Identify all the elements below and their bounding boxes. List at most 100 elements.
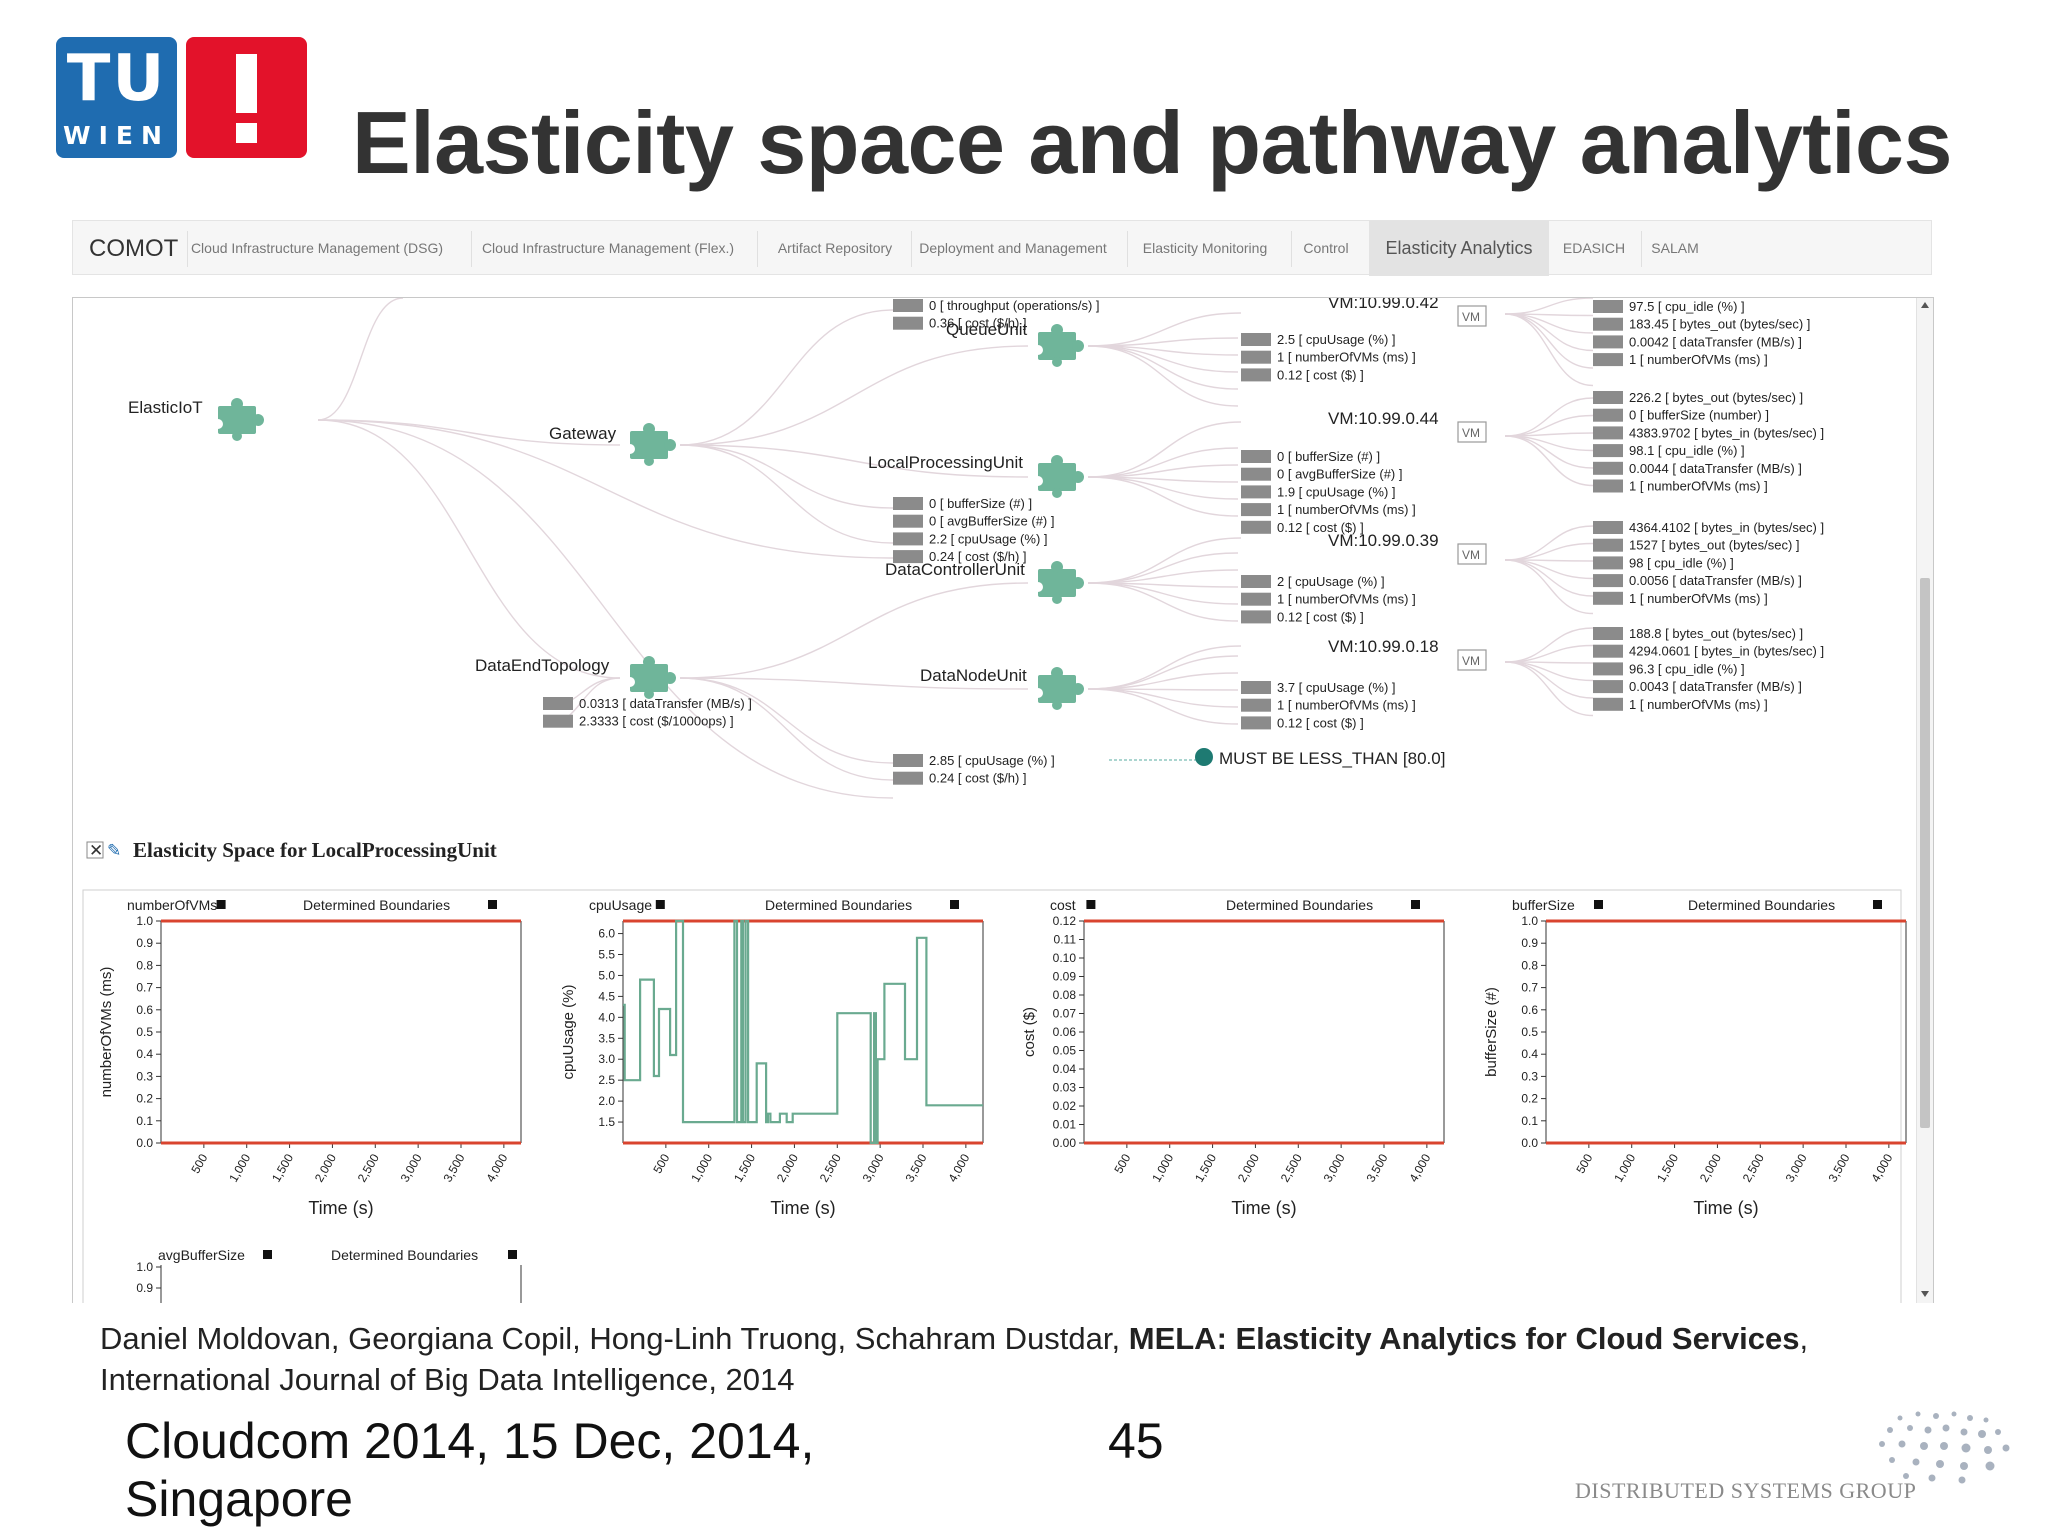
tab-edasich[interactable]: EDASICH bbox=[1562, 240, 1626, 256]
x-tick-label: 1,000 bbox=[226, 1151, 253, 1184]
legend-boundaries-label: Determined Boundaries bbox=[303, 897, 450, 913]
y-tick-label: 0.1 bbox=[136, 1114, 153, 1128]
x-tick-label: 500 bbox=[1573, 1151, 1595, 1176]
elasticiot-label: ElasticIoT bbox=[128, 398, 203, 417]
metric-value: 0 [ throughput (operations/s) ] bbox=[929, 298, 1100, 313]
metric-bar bbox=[1241, 592, 1271, 606]
y-tick-label: 0.0 bbox=[136, 1136, 153, 1150]
legend-boundaries-label: Determined Boundaries bbox=[1226, 897, 1373, 913]
tab-salam[interactable]: SALAM bbox=[1651, 240, 1699, 256]
scroll-down-icon[interactable] bbox=[1921, 1291, 1929, 1297]
tab-cloud-infra-flex[interactable]: Cloud Infrastructure Management (Flex.) bbox=[481, 240, 735, 256]
x-axis-label: Time (s) bbox=[770, 1198, 835, 1218]
gateway-node-icon[interactable] bbox=[625, 423, 676, 466]
metric-value: 188.8 [ bytes_out (bytes/sec) ] bbox=[1629, 626, 1803, 641]
vm-badge-2[interactable]: VM bbox=[1457, 543, 1487, 565]
x-tick-label: 1,500 bbox=[731, 1151, 758, 1184]
x-tick-label: 3,000 bbox=[1321, 1151, 1348, 1184]
metric-value: 0.0313 [ dataTransfer (MB/s) ] bbox=[579, 696, 752, 711]
tab-control[interactable]: Control bbox=[1303, 240, 1349, 256]
localprocessingunit-node-icon[interactable] bbox=[1033, 455, 1084, 498]
scrollbar-thumb[interactable] bbox=[1920, 578, 1930, 1128]
metric-bar bbox=[1593, 697, 1623, 711]
metric-bar bbox=[1241, 503, 1271, 517]
metric-bar bbox=[1241, 698, 1271, 712]
metric-value: 0 [ avgBufferSize (#) ] bbox=[1277, 467, 1403, 482]
wien-logo-text: WIEN bbox=[63, 121, 170, 150]
metric-bar bbox=[1593, 479, 1623, 493]
tab-cloud-infra-dsg[interactable]: Cloud Infrastructure Management (DSG) bbox=[190, 240, 444, 256]
x-tick-label: 4,000 bbox=[1868, 1151, 1895, 1184]
metric-bar bbox=[893, 532, 923, 546]
y-tick-label: 0.2 bbox=[136, 1092, 153, 1106]
citation-authors: Daniel Moldovan, Georgiana Copil, Hong-L… bbox=[100, 1321, 1129, 1356]
datanodeunit-label: DataNodeUnit bbox=[920, 666, 1027, 685]
metric-value: 1 [ numberOfVMs (ms) ] bbox=[1277, 350, 1416, 365]
close-space-button[interactable] bbox=[86, 841, 104, 859]
vm-badge-label: VM bbox=[1462, 426, 1480, 440]
tab-elasticity-analytics[interactable]: Elasticity Analytics bbox=[1369, 221, 1549, 276]
tu-wien-logo: TU WIEN bbox=[56, 37, 177, 158]
y-axis-label: numberOfVMs (ms) bbox=[98, 967, 115, 1098]
edit-icon[interactable]: ✎ bbox=[107, 841, 121, 860]
y-tick-label: 2.0 bbox=[598, 1094, 615, 1108]
metric-value: 0 [ bufferSize (#) ] bbox=[929, 496, 1032, 511]
x-tick-label: 3,500 bbox=[440, 1151, 467, 1184]
datacontroller-vm-metrics: 2 [ cpuUsage (%) ] 1 [ numberOfVMs (ms) ]… bbox=[1241, 574, 1416, 624]
vm-badge-0[interactable]: VM bbox=[1457, 305, 1487, 327]
metric-value: 4364.4102 [ bytes_in (bytes/sec) ] bbox=[1629, 520, 1824, 535]
x-tick-label: 4,000 bbox=[1406, 1151, 1433, 1184]
vm-badge-1[interactable]: VM bbox=[1457, 421, 1487, 443]
dataendtopology-node-icon[interactable] bbox=[625, 656, 676, 699]
y-tick-label: 0.3 bbox=[1521, 1069, 1538, 1083]
elasticiot-node-icon[interactable] bbox=[213, 398, 264, 441]
requirement-marker[interactable]: MUST BE LESS_THAN [80.0] bbox=[1195, 748, 1445, 768]
tab-deployment-management[interactable]: Deployment and Management bbox=[919, 240, 1107, 256]
metric-bar bbox=[1241, 610, 1271, 624]
y-tick-label: 0.7 bbox=[136, 981, 153, 995]
metric-value: 97.5 [ cpu_idle (%) ] bbox=[1629, 299, 1745, 314]
metric-value: 0 [ bufferSize (number) ] bbox=[1629, 408, 1769, 423]
y-tick-label: 0.05 bbox=[1053, 1044, 1077, 1058]
vm-badge-3[interactable]: VM bbox=[1457, 649, 1487, 671]
metric-bar bbox=[893, 754, 923, 767]
legend-boundaries-swatch bbox=[1873, 900, 1882, 909]
panel-scrollbar[interactable] bbox=[1916, 298, 1933, 1303]
metric-bar bbox=[1593, 591, 1623, 605]
x-tick-label: 2,500 bbox=[1740, 1151, 1767, 1184]
metric-value: 1 [ numberOfVMs (ms) ] bbox=[1277, 502, 1416, 517]
localprocessingunit-label: LocalProcessingUnit bbox=[868, 453, 1023, 472]
close-icon[interactable]: ✕ bbox=[89, 841, 103, 860]
legend-series-label: numberOfVMs bbox=[127, 897, 217, 913]
y-tick-label: 0.2 bbox=[1521, 1092, 1538, 1106]
datacontrollerunit-node-icon[interactable] bbox=[1033, 561, 1084, 604]
x-tick-label: 3,500 bbox=[1363, 1151, 1390, 1184]
legend-series-swatch bbox=[263, 1250, 272, 1259]
vm42-metrics: 97.5 [ cpu_idle (%) ] 183.45 [ bytes_out … bbox=[1593, 299, 1810, 367]
queueunit-vm-metrics: 2.5 [ cpuUsage (%) ] 1 [ numberOfVMs (ms)… bbox=[1241, 332, 1416, 382]
y-tick-label: 0.11 bbox=[1054, 933, 1077, 947]
elasticity-space-title: Elasticity Space for LocalProcessingUnit bbox=[133, 838, 497, 862]
chart-numberOfVMs: numberOfVMs Determined Boundaries 0.0 0.1 0.… bbox=[98, 897, 522, 1218]
y-tick-label: 0.3 bbox=[136, 1069, 153, 1083]
x-tick-label: 4,000 bbox=[945, 1151, 972, 1184]
y-tick-label: 0.6 bbox=[136, 1003, 153, 1017]
y-tick-label: 0.09 bbox=[1053, 970, 1077, 984]
chart-bufferSize: bufferSize Determined Boundaries 0.0 0.1 0.2… bbox=[1483, 897, 1907, 1218]
metric-bar bbox=[1241, 520, 1271, 534]
y-tick-label: 0.12 bbox=[1053, 914, 1077, 928]
metric-bar bbox=[893, 771, 923, 785]
scroll-up-icon[interactable] bbox=[1921, 302, 1929, 308]
metric-value: 0.12 [ cost ($) ] bbox=[1277, 367, 1364, 382]
queueunit-node-icon[interactable] bbox=[1033, 324, 1084, 367]
legend-boundaries-swatch bbox=[508, 1250, 517, 1259]
datanodeunit-node-icon[interactable] bbox=[1033, 667, 1084, 710]
top-navbar: COMOT Cloud Infrastructure Management (D… bbox=[72, 220, 1932, 276]
tab-elasticity-monitoring[interactable]: Elasticity Monitoring bbox=[1142, 240, 1268, 256]
metric-bar bbox=[1593, 317, 1623, 331]
comot-brand[interactable]: COMOT bbox=[89, 235, 179, 262]
tab-artifact-repository[interactable]: Artifact Repository bbox=[777, 240, 893, 256]
metric-value: 2.85 [ cpuUsage (%) ] bbox=[929, 753, 1055, 768]
vm18-metrics: 188.8 [ bytes_out (bytes/sec) ] 4294.0601… bbox=[1593, 626, 1824, 712]
x-tick-label: 3,000 bbox=[860, 1151, 887, 1184]
